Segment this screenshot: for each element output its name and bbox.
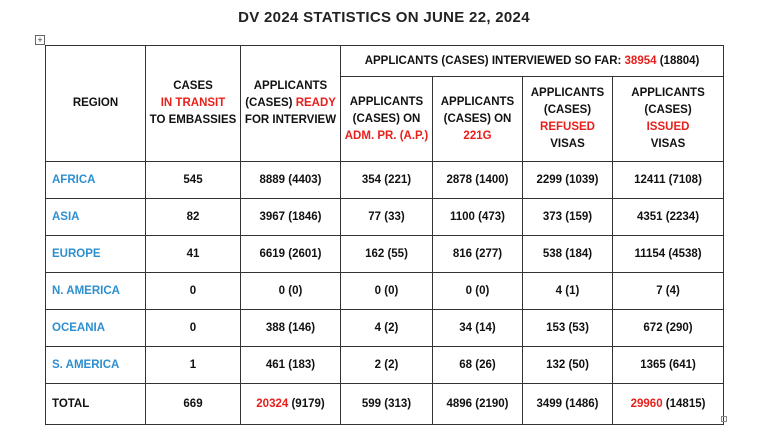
group-header: APPLICANTS (CASES) INTERVIEWED SO FAR: 3… (339, 45, 725, 77)
table-cell: 1100 (473) (432, 198, 523, 236)
statistics-table: REGION CASES IN TRANSIT TO EMBASSIES APPLI… (45, 45, 725, 425)
table-cell: 77 (33) (340, 198, 433, 236)
table-cell: 162 (55) (340, 235, 433, 273)
cell-highlight: 20324 (256, 398, 289, 410)
region-cell: N. AMERICA (45, 272, 146, 310)
table-cell: 672 (290) (611, 309, 725, 347)
cell-highlight: 29960 (630, 398, 663, 410)
header-text: APPLICANTS (CASES) INTERVIEWED SO FAR: (364, 54, 622, 67)
header-text: VISAS (650, 138, 686, 150)
header-text: APPLICANTS (CASES) (245, 80, 328, 109)
header-cell: APPLICANTS (CASES) ISSUED VISAS (611, 76, 725, 162)
header-highlight: ADM. PR. (A.P.) (344, 129, 429, 142)
cell-text: (14815) (665, 398, 706, 410)
table-row: AFRICA 545 8889 (4403) 354 (221) 2878 (1400)… (45, 161, 725, 199)
header-highlight: REFUSED (540, 121, 595, 133)
header-highlight: READY (295, 97, 336, 109)
region-cell: AFRICA (45, 161, 146, 199)
header-text: APPLICANTS (CASES) ON (440, 95, 515, 125)
header-text: APPLICANTS (CASES) (631, 87, 705, 116)
table-cell: 545 (145, 161, 241, 199)
table-cell: 153 (53) (522, 309, 613, 347)
header-highlight: ISSUED (646, 121, 690, 133)
table-row: OCEANIA 0 388 (146) 4 (2) 34 (14) 153 (53) 672… (45, 309, 725, 347)
table-cell: 0 (145, 272, 241, 310)
table-cell: 68 (26) (432, 346, 523, 384)
header-text: FOR INTERVIEW (244, 114, 337, 126)
table-cell: 6619 (2601) (240, 235, 341, 273)
table-cell: 41 (145, 235, 241, 273)
table-cell: 538 (184) (522, 235, 613, 273)
region-cell: OCEANIA (45, 309, 146, 347)
header-cell: APPLICANTS (CASES) ON ADM. PR. (A.P.) (340, 76, 433, 162)
table-cell: 4 (2) (340, 309, 433, 347)
table-cell: 34 (14) (432, 309, 523, 347)
table-cell: 11154 (4538) (611, 235, 725, 273)
header-cell: APPLICANTS (CASES) READY FOR INTERVIEW (240, 45, 341, 162)
header-text: APPLICANTS (CASES) ON (349, 95, 424, 125)
table-cell: 816 (277) (432, 235, 523, 273)
table-row: S. AMERICA 1 461 (183) 2 (2) 68 (26) 132 (50)… (45, 346, 725, 384)
table-row: N. AMERICA 0 0 (0) 0 (0) 0 (0) 4 (1) 7 (4) (45, 272, 725, 310)
header-text: TO EMBASSIES (149, 114, 237, 126)
header-text: APPLICANTS (CASES) (530, 87, 605, 116)
table-cell: 2299 (1039) (522, 161, 613, 199)
region-cell: S. AMERICA (45, 346, 146, 384)
header-cell: APPLICANTS (CASES) REFUSED VISAS (522, 76, 613, 162)
header-cell: APPLICANTS (CASES) ON 221G (432, 76, 523, 162)
table-row: ASIA 82 3967 (1846) 77 (33) 1100 (473) 373 (1… (45, 198, 725, 236)
table-cell: 29960 (14815) (611, 383, 725, 425)
header-text: VISAS (550, 138, 585, 150)
title: DV 2024 STATISTICS ON JUNE 22, 2024 (238, 9, 530, 26)
table-cell: 0 (0) (240, 272, 341, 310)
table-cell: 20324 (9179) (240, 383, 341, 425)
table-cell: 132 (50) (522, 346, 613, 384)
header-cell: REGION (45, 45, 146, 162)
table-cell: 354 (221) (340, 161, 433, 199)
header-highlight: 38954 (624, 54, 657, 67)
table-cell: 82 (145, 198, 241, 236)
table-cell: 4896 (2190) (432, 383, 523, 425)
table-cell: 0 (0) (432, 272, 523, 310)
region-cell: TOTAL (45, 383, 146, 425)
header-text: REGION (72, 97, 119, 109)
table-cell: 4 (1) (522, 272, 613, 310)
table-cell: 3967 (1846) (240, 198, 341, 236)
table-row: EUROPE 41 6619 (2601) 162 (55) 816 (277) 538 … (45, 235, 725, 273)
table-cell: 1365 (641) (611, 346, 725, 384)
header-highlight: 221G (463, 129, 492, 142)
table-row: TOTAL 669 20324 (9179) 599 (313) 4896 (2190)… (45, 383, 725, 425)
table-body: AFRICA 545 8889 (4403) 354 (221) 2878 (1400)… (45, 161, 725, 425)
table-cell: 373 (159) (522, 198, 613, 236)
header-text: CASES (173, 80, 213, 92)
table-cell: 12411 (7108) (611, 161, 725, 199)
table-cell: 599 (313) (340, 383, 433, 425)
header-highlight: IN TRANSIT (160, 97, 226, 109)
header-cell: CASES IN TRANSIT TO EMBASSIES (145, 45, 241, 162)
header-text: (18804) (659, 54, 700, 67)
cell-text: (9179) (291, 398, 325, 410)
table-cell: 1 (145, 346, 241, 384)
table-cell: 0 (145, 309, 241, 347)
table-cell: 7 (4) (611, 272, 725, 310)
region-cell: ASIA (45, 198, 146, 236)
table-cell: 0 (0) (340, 272, 433, 310)
table-cell: 2 (2) (340, 346, 433, 384)
table-cell: 2878 (1400) (432, 161, 523, 199)
move-handle[interactable]: + (35, 35, 45, 45)
table-cell: 388 (146) (240, 309, 341, 347)
table-cell: 461 (183) (240, 346, 341, 384)
resize-handle[interactable] (721, 416, 727, 422)
region-cell: EUROPE (45, 235, 146, 273)
table-cell: 4351 (2234) (611, 198, 725, 236)
table-cell: 3499 (1486) (522, 383, 613, 425)
table-cell: 669 (145, 383, 241, 425)
table-cell: 8889 (4403) (240, 161, 341, 199)
